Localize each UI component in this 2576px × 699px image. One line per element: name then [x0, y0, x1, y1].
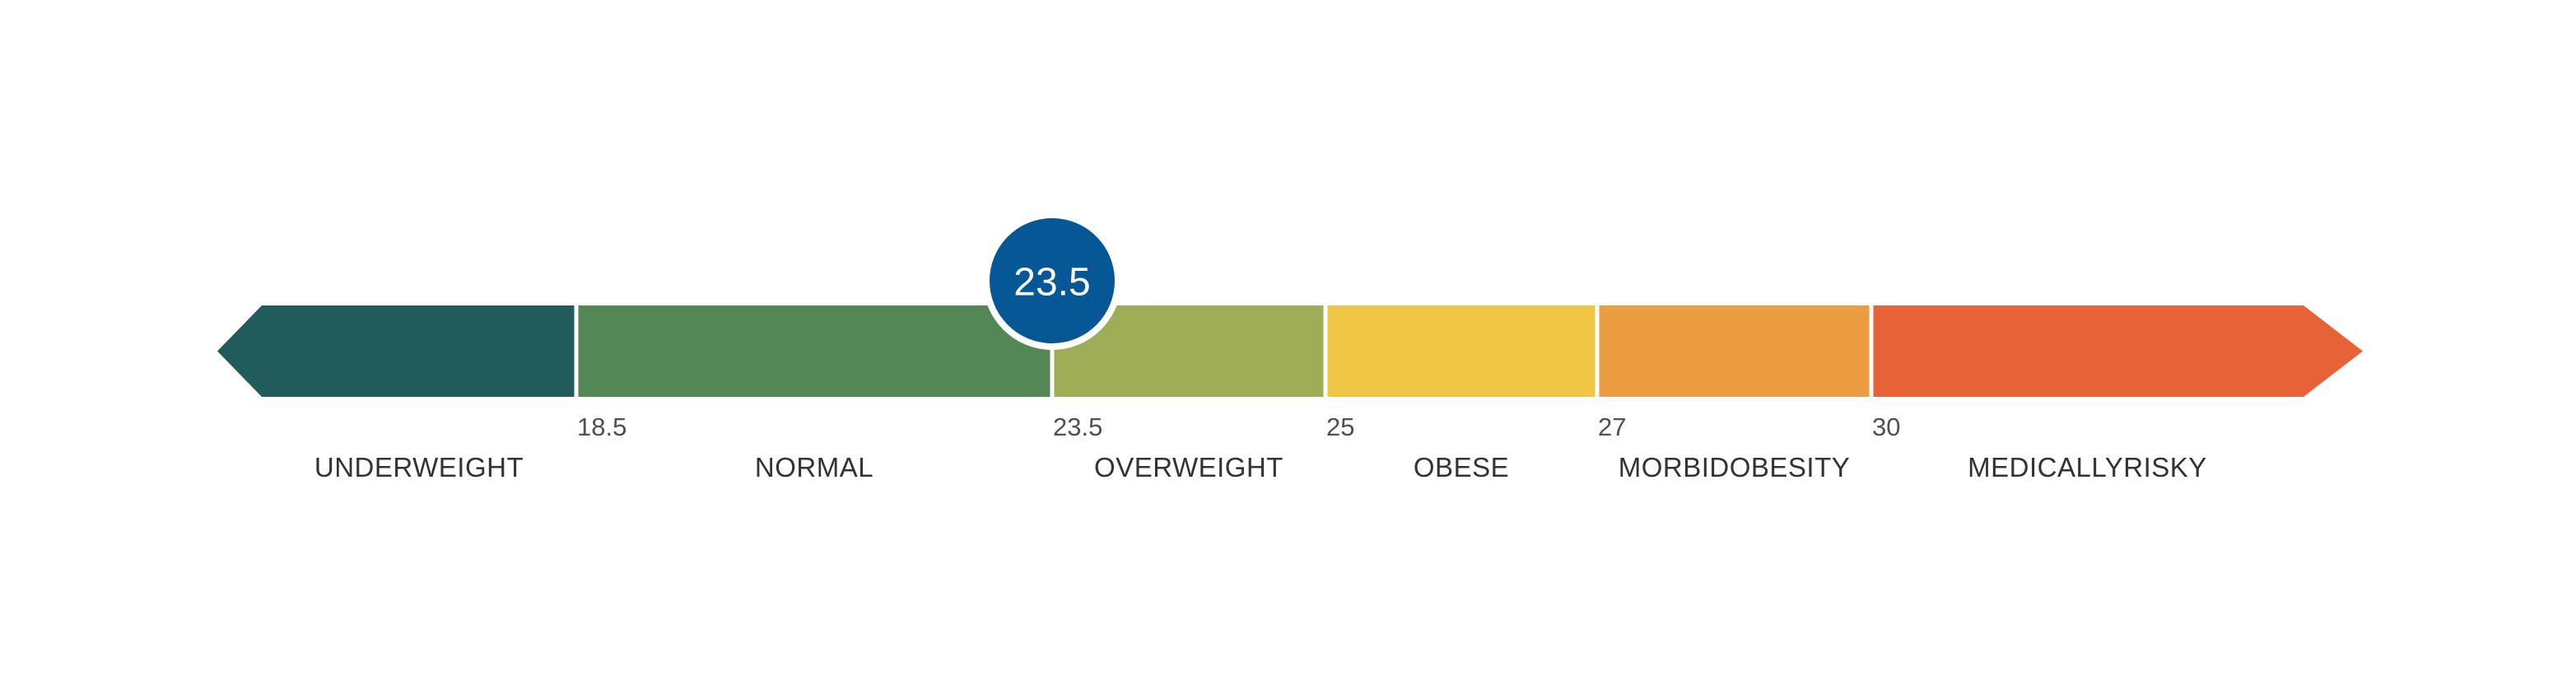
tick-label: 18.5 — [577, 412, 627, 441]
category-label-underweight: UNDERWEIGHT — [314, 452, 524, 482]
bmi-segments — [217, 305, 2363, 397]
bmi-marker-value: 23.5 — [1013, 261, 1090, 305]
tick-labels: 18.5 23.5 25 27 30 — [577, 412, 1900, 441]
bmi-marker: 23.5 — [983, 212, 1121, 350]
category-label-normal: NORMAL — [755, 452, 873, 482]
segment-overweight — [1052, 305, 1325, 397]
segment-underweight — [217, 305, 576, 397]
category-label-morbidobesity: MORBIDOBESITY — [1619, 452, 1851, 482]
category-labels: UNDERWEIGHT NORMAL OVERWEIGHT OBESE MORBIDOB… — [314, 452, 2207, 482]
tick-label: 25 — [1326, 412, 1354, 441]
category-label-medicallyrisky: MEDICALLYRISKY — [1968, 452, 2207, 482]
tick-label: 23.5 — [1053, 412, 1102, 441]
segment-medicallyrisky — [1871, 305, 2363, 397]
tick-label: 30 — [1872, 412, 1900, 441]
segment-dividers — [574, 304, 1874, 398]
category-label-obese: OBESE — [1414, 452, 1509, 482]
segment-obese — [1325, 305, 1597, 397]
category-label-overweight: OVERWEIGHT — [1094, 452, 1283, 482]
segment-normal — [576, 305, 1052, 397]
tick-label: 27 — [1598, 412, 1626, 441]
segment-morbidobesity — [1597, 305, 1871, 397]
bmi-marker-circle — [990, 218, 1115, 343]
